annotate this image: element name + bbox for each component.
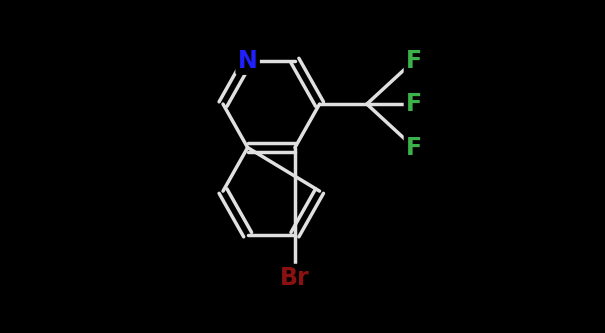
Text: F: F — [406, 136, 422, 160]
Text: F: F — [406, 136, 422, 160]
Text: F: F — [406, 92, 422, 116]
Text: N: N — [238, 49, 258, 73]
Text: Br: Br — [280, 266, 310, 290]
Text: F: F — [406, 49, 422, 73]
Text: N: N — [238, 49, 258, 73]
Text: Br: Br — [280, 266, 310, 290]
Text: F: F — [406, 92, 422, 116]
Text: F: F — [406, 49, 422, 73]
